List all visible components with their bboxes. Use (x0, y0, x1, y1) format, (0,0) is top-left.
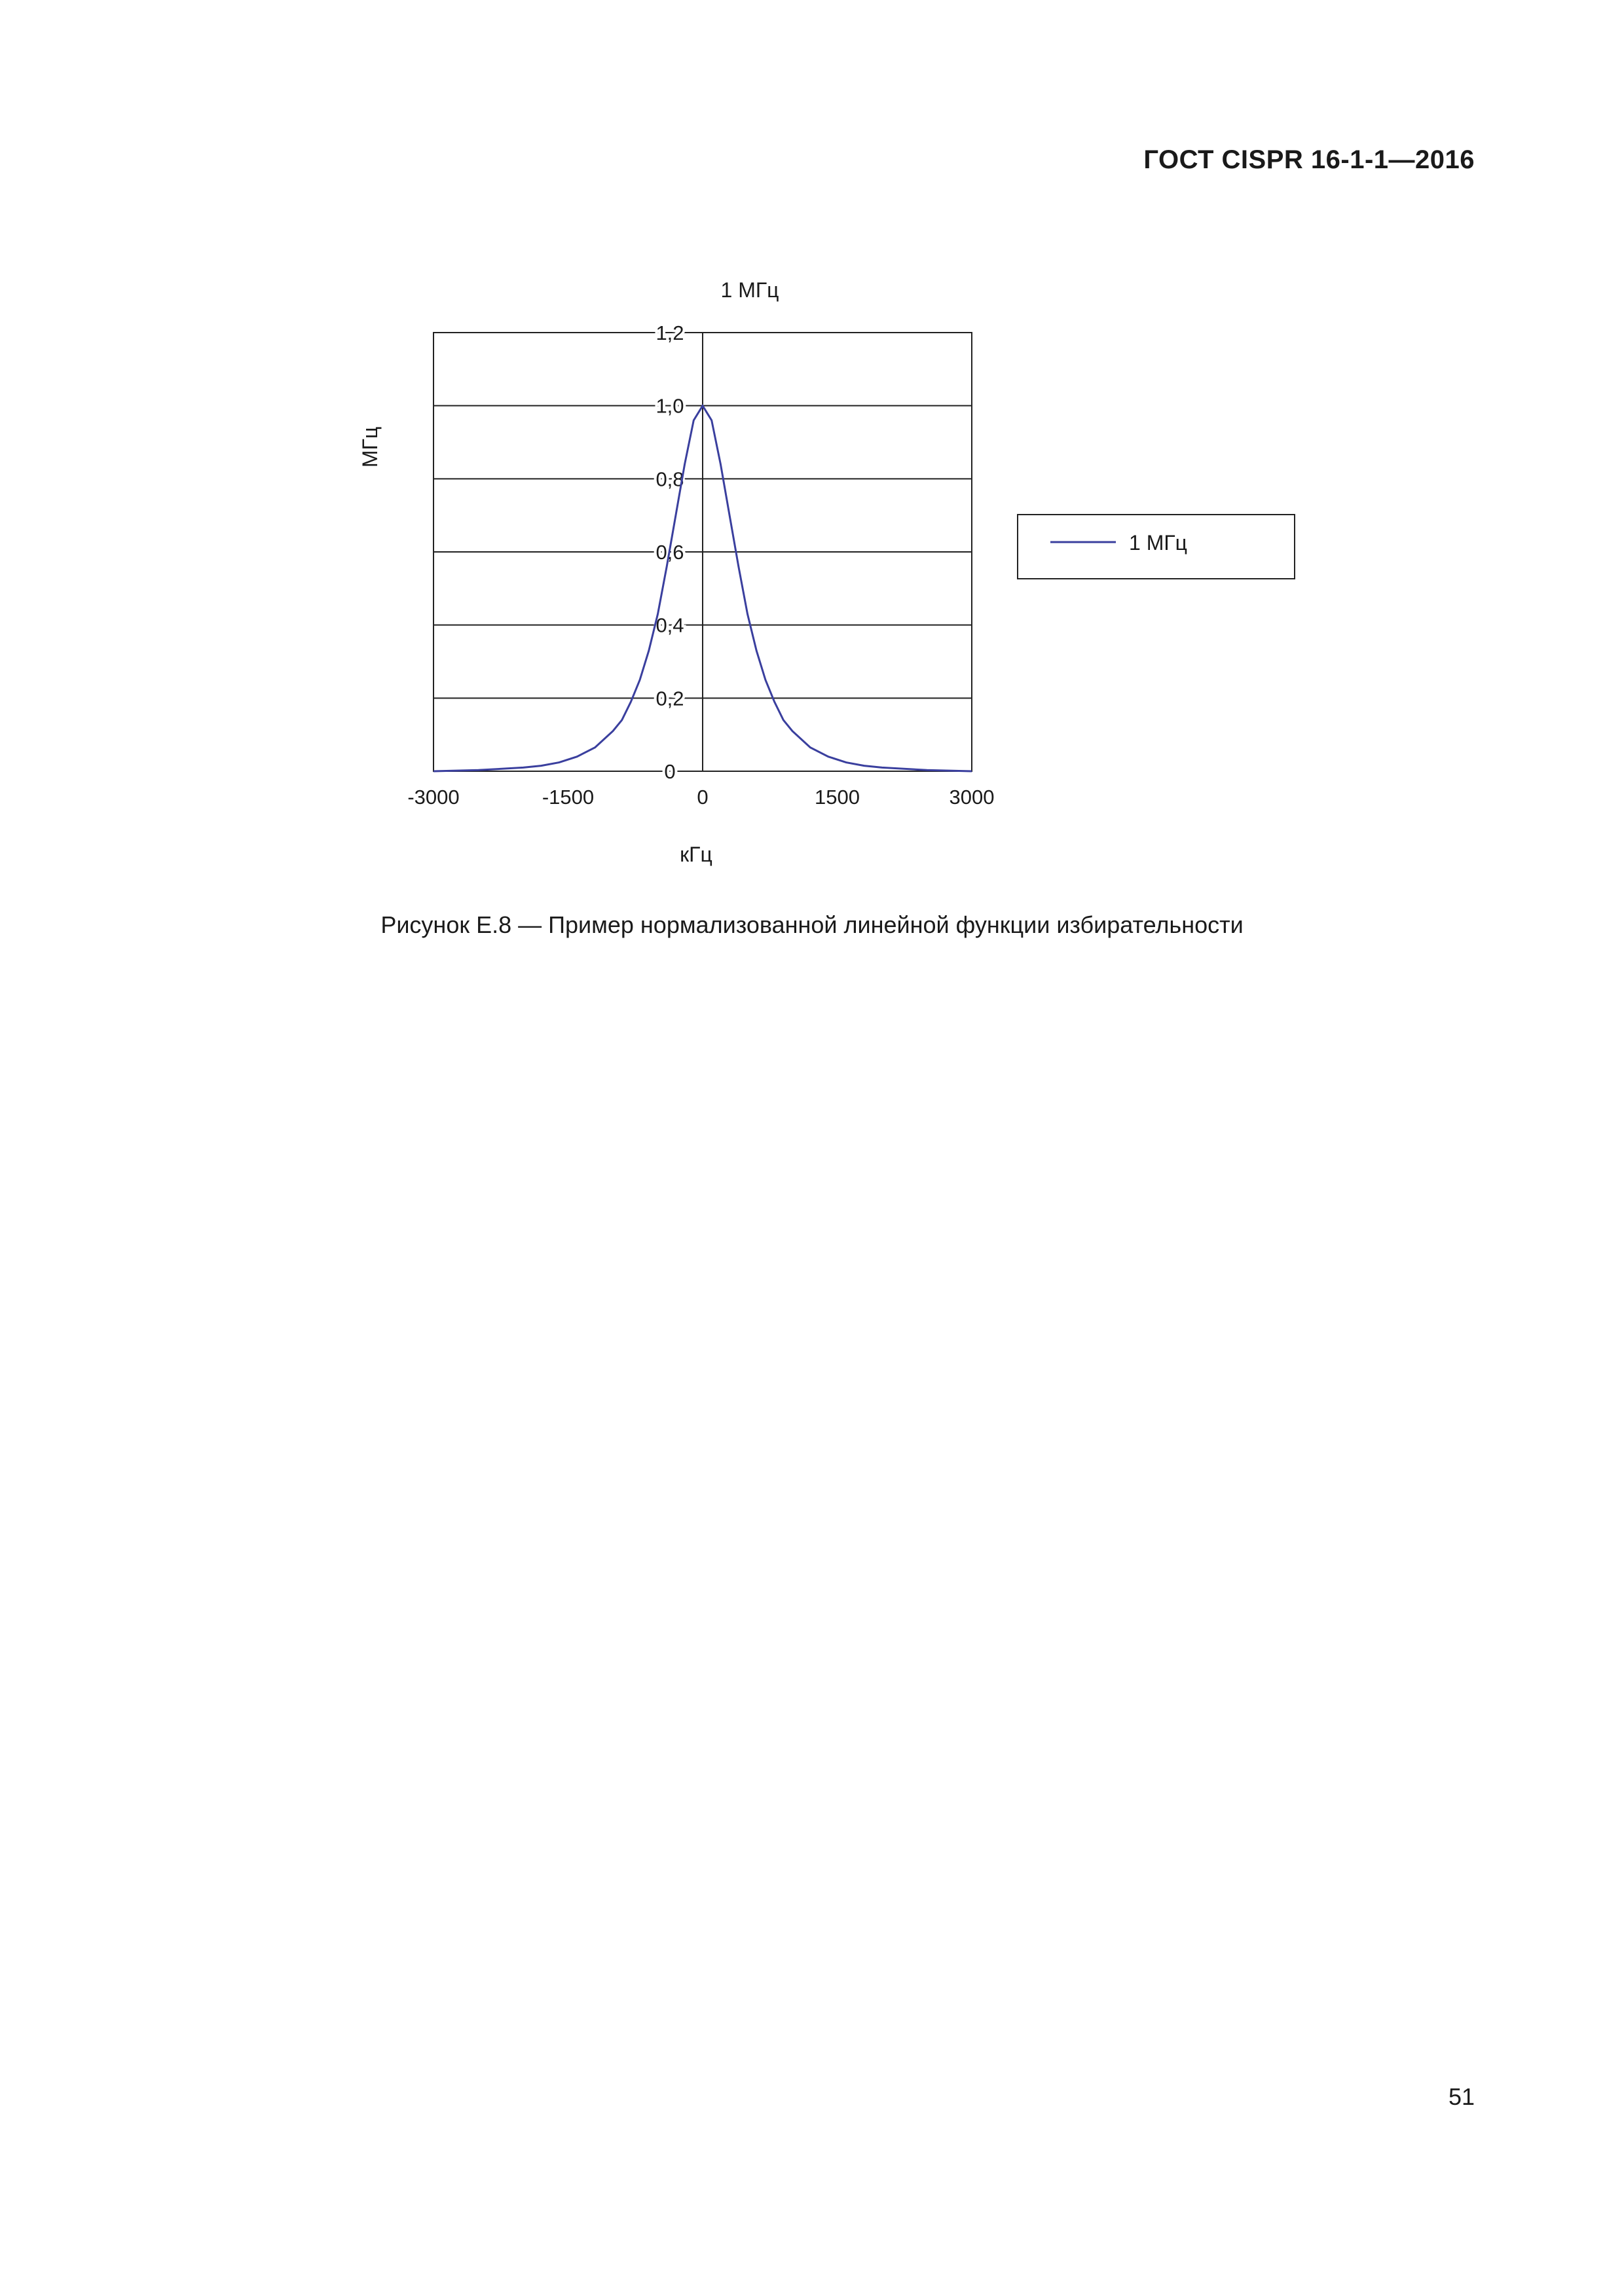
x-tick-label: -3000 (407, 786, 459, 809)
y-tick-label: 0,2 (655, 687, 684, 710)
x-ticks: -3000 -1500 0 1500 3000 (407, 786, 994, 809)
x-tick-label: -1500 (542, 786, 594, 809)
y-tick-label: 1,2 (655, 321, 684, 344)
document-header: ГОСТ CISPR 16-1-1—2016 (1143, 145, 1475, 174)
line-chart: 1 МГц 00,20,40,60,81,01,2 -3000 -1500 0 150… (358, 278, 1295, 866)
series-line (433, 403, 972, 773)
y-tick-label: 0 (664, 760, 675, 783)
x-tick-label: 1500 (815, 786, 860, 809)
legend-box (1017, 514, 1295, 579)
legend: 1 МГц (1017, 514, 1295, 579)
y-tick-label: 1,0 (655, 395, 684, 418)
x-tick-label: 3000 (950, 786, 995, 809)
y-tick-label: 0,4 (655, 614, 684, 637)
chart-title: 1 МГц (721, 278, 779, 302)
page-number: 51 (1448, 2083, 1475, 2110)
x-axis-label: кГц (680, 843, 712, 866)
y-ticks: 00,20,40,60,81,01,2 (653, 319, 686, 786)
figure: 1 МГц 0 0,2 0,4 0,6 0,8 1,0 1,2 -3000 -1500 0 150… (0, 0, 1624, 982)
y-axis-label: МГц (358, 427, 382, 467)
legend-entry-label: 1 МГц (1129, 531, 1187, 555)
x-tick-label: 0 (697, 786, 708, 809)
figure-caption: Рисунок Е.8 — Пример нормализованной лин… (380, 911, 1244, 938)
